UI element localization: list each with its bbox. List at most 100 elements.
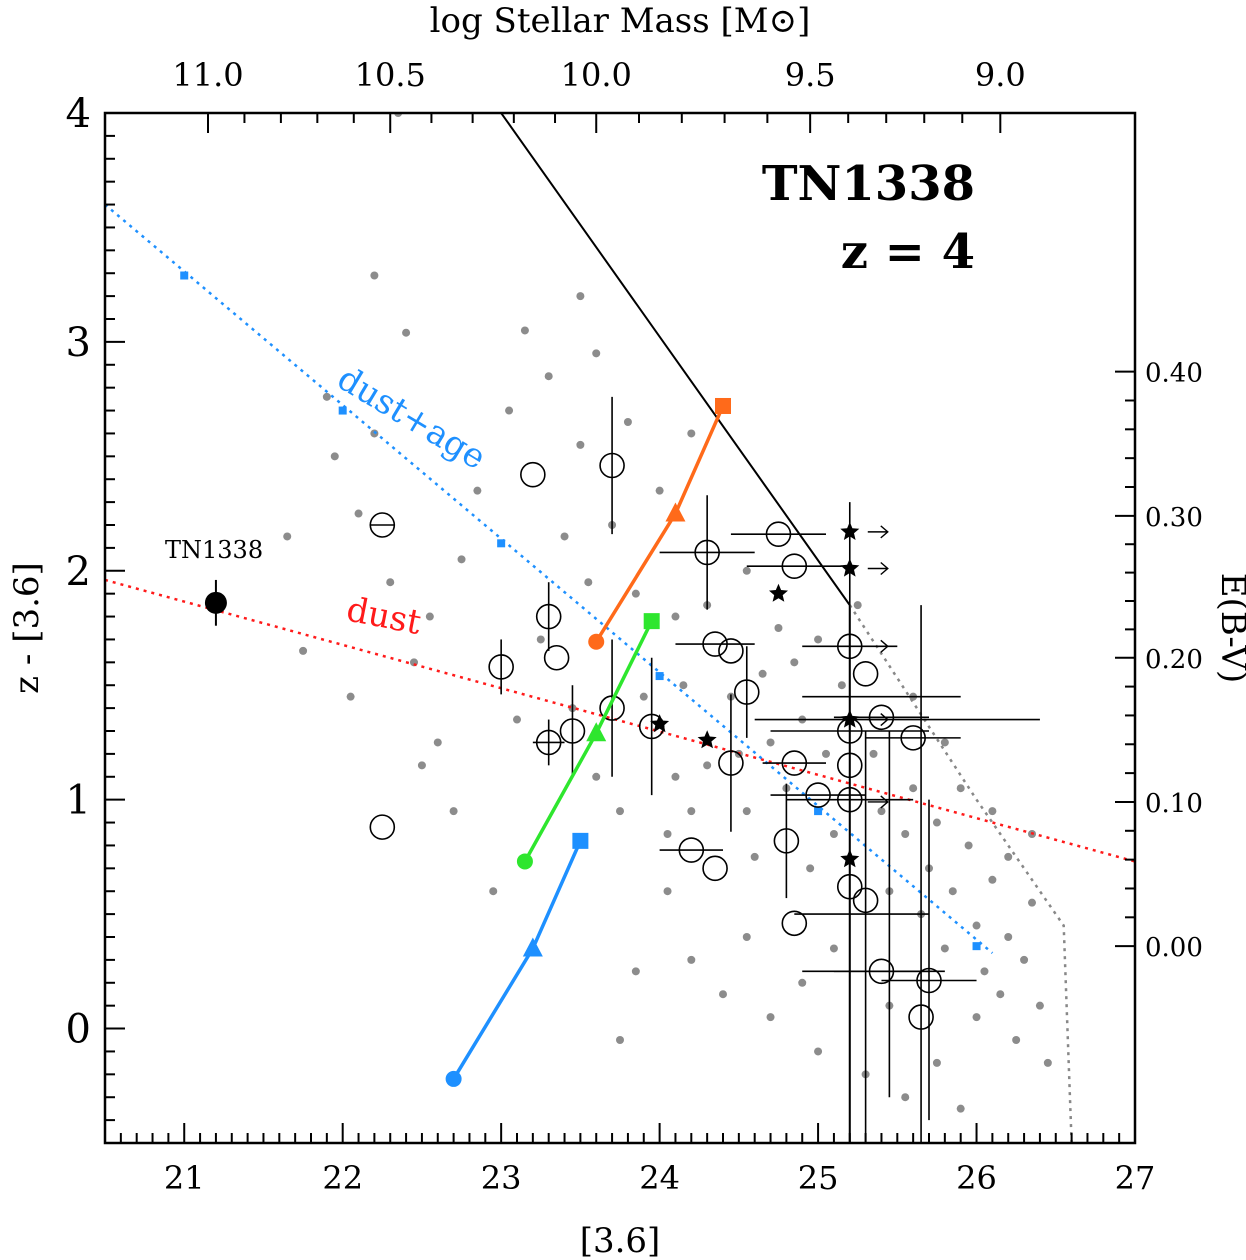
field-point-22 [631, 589, 640, 598]
candidate-point-0 [369, 814, 396, 840]
limit-arrow-3 [867, 713, 889, 727]
field-point-5 [354, 509, 363, 518]
color-tracks [204, 397, 731, 1087]
field-point-45 [901, 830, 910, 838]
field-point-27 [663, 830, 672, 838]
field-point-75 [956, 1104, 965, 1113]
field-point-68 [798, 978, 807, 987]
candidate-point-9 [599, 695, 625, 721]
field-point-85 [655, 486, 664, 495]
x2-axis-label: log Stellar Mass [M⊙] [430, 1, 811, 41]
field-point-18 [592, 349, 601, 358]
field-point-4 [330, 452, 339, 461]
confirmed-star-5 [840, 709, 860, 728]
candidate-point-31 [868, 704, 895, 731]
field-point-23 [592, 772, 601, 781]
candidate-point-17 [733, 679, 760, 705]
field-point-0 [322, 392, 331, 401]
confirmed-star-6 [840, 849, 860, 868]
field-point-79 [616, 1036, 624, 1044]
field-point-33 [750, 852, 759, 861]
x-tick-label-26: 26 [956, 1159, 997, 1197]
candidate-point-15 [718, 638, 744, 664]
track-orange-circle [588, 633, 605, 650]
field-point-49 [932, 818, 941, 827]
field-point-19 [560, 532, 569, 541]
line-dust+age [105, 203, 994, 954]
field-point-1 [370, 271, 379, 280]
field-point-95 [988, 807, 997, 816]
y2-axis-label: E(B-V) [1213, 573, 1246, 684]
field-point-90 [790, 658, 799, 667]
x2-tick-label-11.0: 11.0 [172, 56, 243, 94]
track-blue-square [572, 832, 589, 849]
field-point-29 [679, 681, 688, 690]
confirmed-star-4 [840, 558, 860, 577]
field-point-82 [417, 761, 426, 770]
candidate-point-8 [599, 452, 625, 479]
field-point-64 [687, 955, 696, 964]
field-point-20 [584, 578, 593, 587]
field-point-10 [346, 692, 355, 701]
field-point-89 [774, 624, 783, 632]
track-green-triangle [586, 722, 607, 742]
field-point-52 [956, 784, 965, 793]
field-point-74 [932, 1058, 941, 1067]
field-point-92 [853, 601, 862, 610]
field-point-8 [457, 555, 466, 564]
dust-label: dust [343, 590, 424, 644]
x2-tick-label-10.0: 10.0 [561, 56, 632, 94]
field-point-78 [631, 967, 640, 976]
field-point-46 [909, 784, 918, 793]
field-point-38 [806, 864, 815, 873]
field-point-70 [829, 944, 838, 953]
candidate-point-13 [702, 631, 728, 657]
field-point-16 [544, 372, 553, 381]
field-point-57 [996, 990, 1005, 999]
field-point-96 [1004, 852, 1013, 861]
track-green-circle [516, 853, 533, 870]
field-point-88 [742, 566, 751, 575]
field-point-59 [1012, 1036, 1021, 1044]
candidate-points [369, 396, 1040, 1143]
y-tick-label-3: 3 [66, 320, 91, 366]
candidate-point-29 [852, 660, 879, 687]
field-point-62 [1035, 1001, 1044, 1010]
field-point-61 [1028, 898, 1036, 907]
x-tick-label-27: 27 [1115, 1159, 1156, 1197]
confirmed-star-2 [769, 583, 788, 602]
x2-tick-label-9.0: 9.0 [975, 56, 1026, 94]
field-point-15 [520, 326, 529, 335]
candidate-point-5 [543, 644, 570, 671]
x2-tick-label-9.5: 9.5 [785, 56, 836, 94]
field-point-17 [576, 292, 585, 301]
y-tick-label-2: 2 [66, 549, 91, 595]
line-dust [105, 578, 1135, 863]
y2-tick-label-0.10: 0.10 [1145, 789, 1203, 819]
line-marker-dust+age-0 [180, 271, 189, 280]
field-point-77 [663, 887, 672, 896]
track-orange-square [715, 397, 731, 414]
field-point-81 [449, 807, 458, 816]
field-point-56 [988, 875, 997, 884]
candidate-point-4 [535, 603, 562, 630]
tn1338-point [204, 591, 227, 614]
candidate-point-21 [781, 750, 808, 776]
field-point-6 [386, 578, 395, 587]
line-marker-dust+age-1 [338, 406, 347, 415]
field-point-51 [948, 887, 957, 896]
candidate-point-14 [702, 855, 728, 882]
field-point-67 [766, 1013, 775, 1022]
x-tick-label-25: 25 [798, 1159, 839, 1197]
field-point-63 [1043, 1058, 1052, 1067]
field-point-41 [837, 681, 846, 690]
x-tick-label-24: 24 [639, 1159, 680, 1197]
field-point-7 [425, 612, 434, 621]
field-point-60 [1020, 955, 1029, 964]
field-point-28 [687, 807, 696, 816]
tn1338-label: TN1338 [165, 536, 263, 564]
y2-tick-label-0.20: 0.20 [1145, 645, 1203, 675]
field-point-34 [766, 738, 775, 747]
field-point-32 [742, 807, 751, 816]
